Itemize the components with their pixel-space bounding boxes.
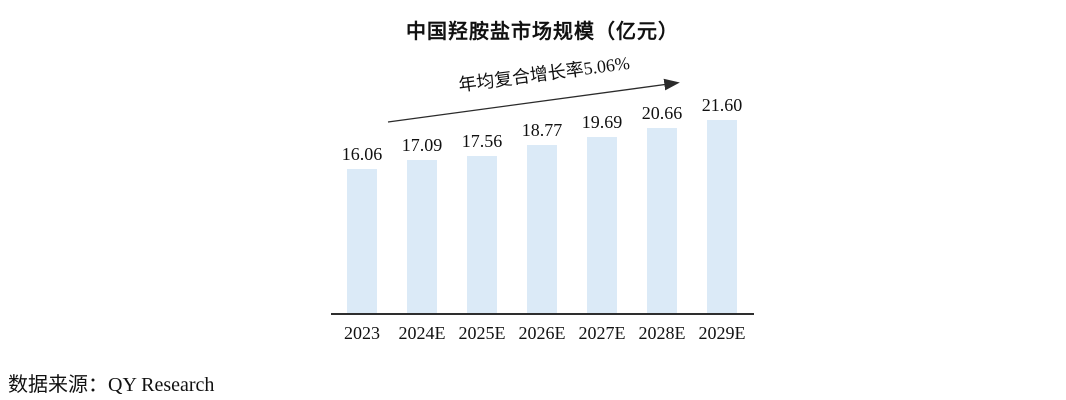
bar-value-label: 19.69	[581, 112, 623, 132]
bar-2027E	[587, 137, 617, 313]
bar-value-label: 18.77	[521, 120, 563, 140]
bar-2026E	[527, 145, 557, 313]
growth-arrow-icon	[387, 78, 680, 123]
chart-title: 中国羟胺盐市场规模（亿元）	[406, 21, 679, 43]
bar-value-label: 21.60	[701, 95, 743, 115]
x-axis-label: 2028E	[638, 323, 686, 343]
bar-2025E	[467, 156, 497, 313]
x-axis-label: 2026E	[518, 323, 566, 343]
bar-value-label: 17.56	[461, 131, 503, 151]
x-axis-label: 2029E	[698, 323, 746, 343]
bar-value-label: 16.06	[341, 144, 383, 164]
bar-value-label: 20.66	[641, 103, 683, 123]
x-axis-labels: 2023 2024E 2025E 2026E 2027E 2028E 2029E	[331, 323, 754, 349]
x-axis-label: 2027E	[578, 323, 626, 343]
bar-2023	[347, 169, 377, 313]
plot-area: 16.06 17.09 17.56 18.77 19.69 20.66 21.60	[331, 80, 754, 315]
bar-value-label: 17.09	[401, 135, 443, 155]
x-axis-label: 2025E	[458, 323, 506, 343]
bar-2028E	[647, 128, 677, 313]
x-axis-label: 2024E	[398, 323, 446, 343]
bar-2024E	[407, 160, 437, 313]
data-source: 数据来源：QY Research	[8, 374, 215, 396]
x-axis-label: 2023	[344, 323, 380, 343]
bar-2029E	[707, 120, 737, 313]
